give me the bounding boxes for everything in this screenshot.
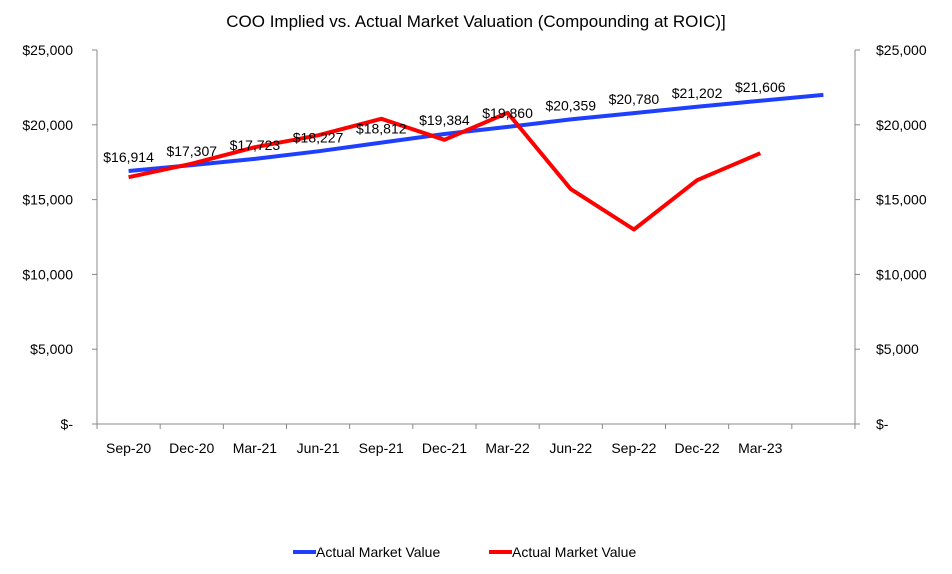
data-label: $21,606 xyxy=(735,79,786,95)
y-tick-label-left: $25,000 xyxy=(22,42,73,58)
legend-label: Actual Market Value xyxy=(512,544,636,560)
x-tick-label: Mar-22 xyxy=(485,440,530,456)
y-tick-label-left: $- xyxy=(61,416,74,432)
y-tick-label-right: $10,000 xyxy=(876,266,927,282)
data-label: $21,202 xyxy=(672,85,723,101)
data-label: $19,384 xyxy=(419,112,470,128)
y-tick-label-right: $15,000 xyxy=(876,192,927,208)
x-tick-label: Sep-21 xyxy=(359,440,404,456)
y-tick-label-left: $5,000 xyxy=(30,341,73,357)
legend-label: Actual Market Value xyxy=(316,544,440,560)
legend: Actual Market Value Actual Market Value xyxy=(293,544,636,560)
y-tick-label-right: $20,000 xyxy=(876,117,927,133)
x-tick-label: Dec-20 xyxy=(169,440,214,456)
x-tick-label: Sep-20 xyxy=(106,440,151,456)
data-label: $17,723 xyxy=(230,137,281,153)
x-tick-label: Sep-22 xyxy=(611,440,656,456)
x-tick-label: Dec-22 xyxy=(675,440,720,456)
data-labels: $16,914 $17,307 $17,723 $18,227 $18,812 $19,3… xyxy=(103,79,785,165)
data-label: $18,227 xyxy=(293,129,344,145)
data-label: $16,914 xyxy=(103,149,154,165)
data-label: $19,860 xyxy=(482,105,533,121)
series-line-implied xyxy=(128,92,824,173)
x-tick-label: Dec-21 xyxy=(422,440,467,456)
y-tick-label-right: $- xyxy=(876,416,889,432)
y-tick-label-left: $20,000 xyxy=(22,117,73,133)
y-tick-label-left: $10,000 xyxy=(22,266,73,282)
data-label: $20,780 xyxy=(609,91,660,107)
data-label: $18,812 xyxy=(356,121,407,137)
series-lines xyxy=(128,92,824,232)
y-tick-label-right: $5,000 xyxy=(876,341,919,357)
y-tick-label-right: $25,000 xyxy=(876,42,927,58)
x-tick-label: Mar-23 xyxy=(738,440,783,456)
data-label: $17,307 xyxy=(166,143,217,159)
series-line-actual xyxy=(128,110,762,232)
x-tick-label: Jun-22 xyxy=(549,440,592,456)
chart-title: COO Implied vs. Actual Market Valuation … xyxy=(226,12,726,31)
x-tick-label: Mar-21 xyxy=(233,440,278,456)
x-tick-label: Jun-21 xyxy=(297,440,340,456)
data-label: $20,359 xyxy=(545,97,596,113)
y-tick-label-left: $15,000 xyxy=(22,192,73,208)
axes: $- $- $5,000 $5,000 $10,000 $10,000 $15,000 $15… xyxy=(22,42,926,456)
